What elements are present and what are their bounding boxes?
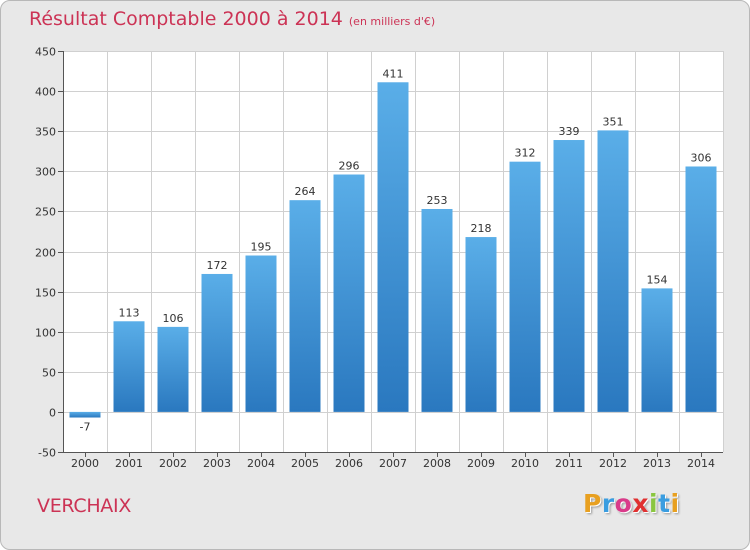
logo-letter: r: [601, 489, 615, 518]
x-tick-label-2011: 2011: [555, 457, 583, 470]
x-tick-label-2014: 2014: [687, 457, 715, 470]
logo-letter: P: [583, 489, 602, 518]
proxiti-logo: Proxiti: [583, 489, 680, 518]
y-tick-label: -50: [38, 447, 56, 460]
x-tick-label-2010: 2010: [511, 457, 539, 470]
bar-2002: [157, 326, 189, 412]
x-tick-label-2003: 2003: [203, 457, 231, 470]
commune-name: VERCHAIX: [37, 495, 132, 517]
logo-letter: x: [632, 489, 649, 518]
x-tick-label-2007: 2007: [379, 457, 407, 470]
logo-letter: t: [658, 489, 671, 518]
value-label-2000: -7: [80, 421, 91, 434]
x-tick-label-2001: 2001: [115, 457, 143, 470]
value-label-2010: 312: [515, 147, 536, 160]
x-tick-label-2000: 2000: [71, 457, 99, 470]
y-tick-label: 50: [42, 367, 56, 380]
value-label-2003: 172: [207, 259, 228, 272]
logo-letter: i: [670, 489, 680, 518]
value-label-2004: 195: [251, 241, 272, 254]
bar-2011: [553, 140, 585, 412]
bar-2004: [245, 255, 277, 412]
value-label-2001: 113: [119, 306, 140, 319]
y-tick-label: 0: [49, 407, 56, 420]
value-label-2006: 296: [339, 160, 360, 173]
x-tick-label-2002: 2002: [159, 457, 187, 470]
bar-2010: [509, 161, 541, 412]
value-label-2007: 411: [383, 67, 404, 80]
value-label-2008: 253: [427, 194, 448, 207]
value-label-2012: 351: [603, 115, 624, 128]
y-tick-label: 350: [35, 126, 56, 139]
y-tick-label: 100: [35, 327, 56, 340]
value-label-2009: 218: [471, 222, 492, 235]
x-tick-label-2009: 2009: [467, 457, 495, 470]
bar-2007: [377, 82, 409, 412]
y-tick-label: 450: [35, 46, 56, 59]
x-tick-label-2004: 2004: [247, 457, 275, 470]
y-tick-label: 400: [35, 86, 56, 99]
y-tick-label: 150: [35, 287, 56, 300]
value-label-2011: 339: [559, 125, 580, 138]
chart-title-text: Résultat Comptable 2000 à 2014: [29, 8, 343, 30]
value-label-2005: 264: [295, 185, 316, 198]
y-tick-label: 250: [35, 206, 56, 219]
bar-2006: [333, 174, 365, 412]
value-label-2002: 106: [163, 312, 184, 325]
value-label-2013: 154: [647, 273, 668, 286]
bar-2014: [685, 166, 717, 412]
logo-letter: o: [614, 489, 633, 518]
bar-2008: [421, 208, 453, 412]
chart-subtitle: (en milliers d'€): [348, 15, 436, 28]
bar-2005: [289, 200, 321, 412]
x-tick-label-2006: 2006: [335, 457, 363, 470]
bar-2000: [69, 411, 101, 418]
y-tick-label: 300: [35, 166, 56, 179]
value-label-2014: 306: [691, 151, 712, 164]
x-tick-label-2013: 2013: [643, 457, 671, 470]
chart-title: Résultat Comptable 2000 à 2014 (en millie…: [29, 8, 435, 30]
x-tick-label-2005: 2005: [291, 457, 319, 470]
bar-2012: [597, 130, 629, 412]
bar-2013: [641, 288, 673, 412]
y-tick-label: 200: [35, 247, 56, 260]
bar-2003: [201, 273, 233, 412]
logo-letter: i: [649, 489, 659, 518]
bar-2001: [113, 321, 145, 412]
bar-2009: [465, 237, 497, 412]
x-tick-label-2012: 2012: [599, 457, 627, 470]
x-tick-label-2008: 2008: [423, 457, 451, 470]
